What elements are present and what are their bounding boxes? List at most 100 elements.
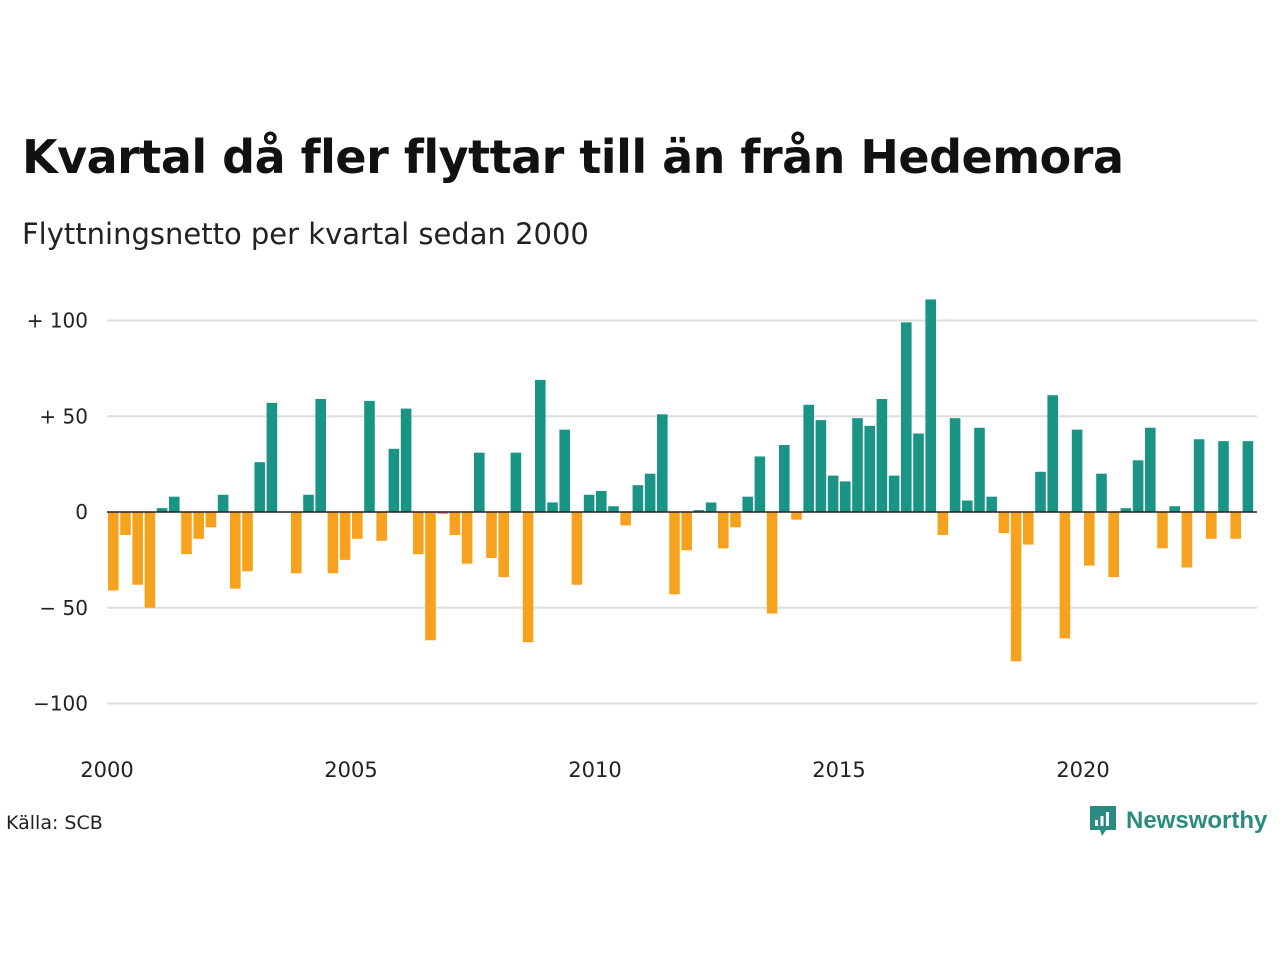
bar [937,512,949,535]
bar [644,473,656,512]
bar [535,379,546,512]
bar [962,500,973,512]
bar [1120,508,1132,512]
bar [1071,429,1083,512]
bar [449,512,461,535]
bar [998,512,1010,534]
x-tick-label: 2015 [812,758,865,782]
chart-subtitle: Flyttningsnetto per kvartal sedan 2000 [22,217,589,251]
bar [1169,506,1180,512]
x-tick-label: 2005 [324,758,377,782]
x-tick-label: 2020 [1056,758,1109,782]
bar [327,512,339,574]
bar [827,475,839,512]
bar [742,496,753,512]
bar [230,512,241,589]
bar [144,512,156,608]
bars [108,299,1254,662]
bar [266,402,278,513]
bar [510,452,522,512]
bar [120,512,131,535]
bar-chart: + 100 + 50 0 − 50 −100 2000 2005 2010 2015 2020 [27,299,1257,782]
bar [583,494,595,512]
bar [291,512,302,574]
bar [974,427,985,512]
bar [547,502,558,512]
bar [1193,439,1205,512]
bar [779,444,790,513]
bar [339,512,351,560]
bar [791,512,802,520]
bar [864,425,875,512]
bar [657,414,668,512]
bar [400,408,412,512]
bar [242,512,253,572]
bar [705,502,717,512]
bar [474,452,485,512]
bar [559,429,570,512]
bar [156,508,168,512]
chart-title: Kvartal då fler flyttar till än från Hed… [22,130,1124,184]
bar [718,512,729,549]
bar [620,512,631,526]
bar [1108,512,1119,578]
bar [803,404,814,512]
bar [1157,512,1168,549]
bar [376,512,387,541]
bar [730,512,741,528]
bar [108,512,119,591]
bar [1145,427,1156,512]
bar [925,299,936,512]
bar [169,496,180,512]
bar [1084,512,1095,566]
bar [254,462,265,512]
bar [608,506,619,512]
bar [425,512,436,641]
bar [1035,471,1046,512]
x-tick-label: 2010 [568,758,621,782]
bar [364,400,375,512]
bar [181,512,192,555]
brand-logo: Newsworthy [1088,804,1267,838]
bar [315,399,326,512]
bar [132,512,143,585]
y-tick-label: 0 [75,500,88,524]
bar [352,512,363,539]
bar [840,481,851,512]
bar [766,512,778,614]
bar [1206,512,1217,539]
bar [1059,512,1071,639]
newsworthy-logo-icon [1090,806,1116,836]
bar [1023,512,1034,545]
bar [1218,441,1229,512]
y-tick-labels: + 100 + 50 0 − 50 −100 [27,309,88,716]
bar [461,512,473,564]
y-tick-label: + 50 [39,404,88,428]
bar [815,420,827,512]
bar [303,494,314,512]
y-tick-label: + 100 [27,309,88,333]
bar [1047,395,1058,512]
bar [522,512,534,643]
bar [217,494,229,512]
x-tick-labels: 2000 2005 2010 2015 2020 [80,758,1109,782]
bar [205,512,217,528]
bar [596,490,607,513]
bar [413,512,424,555]
bar [193,512,204,539]
y-tick-label: − 50 [39,596,88,620]
bar [1010,512,1022,662]
bar [852,418,863,512]
bar [1096,473,1107,512]
bar [693,510,705,512]
bar [571,512,583,585]
bar [949,418,961,512]
bar [754,456,766,512]
bar [498,512,509,578]
y-tick-label: −100 [33,692,88,716]
bar [888,475,900,512]
x-tick-label: 2000 [80,758,133,782]
brand-name: Newsworthy [1126,807,1268,834]
bar [913,433,924,513]
source-note: Källa: SCB [6,812,103,834]
